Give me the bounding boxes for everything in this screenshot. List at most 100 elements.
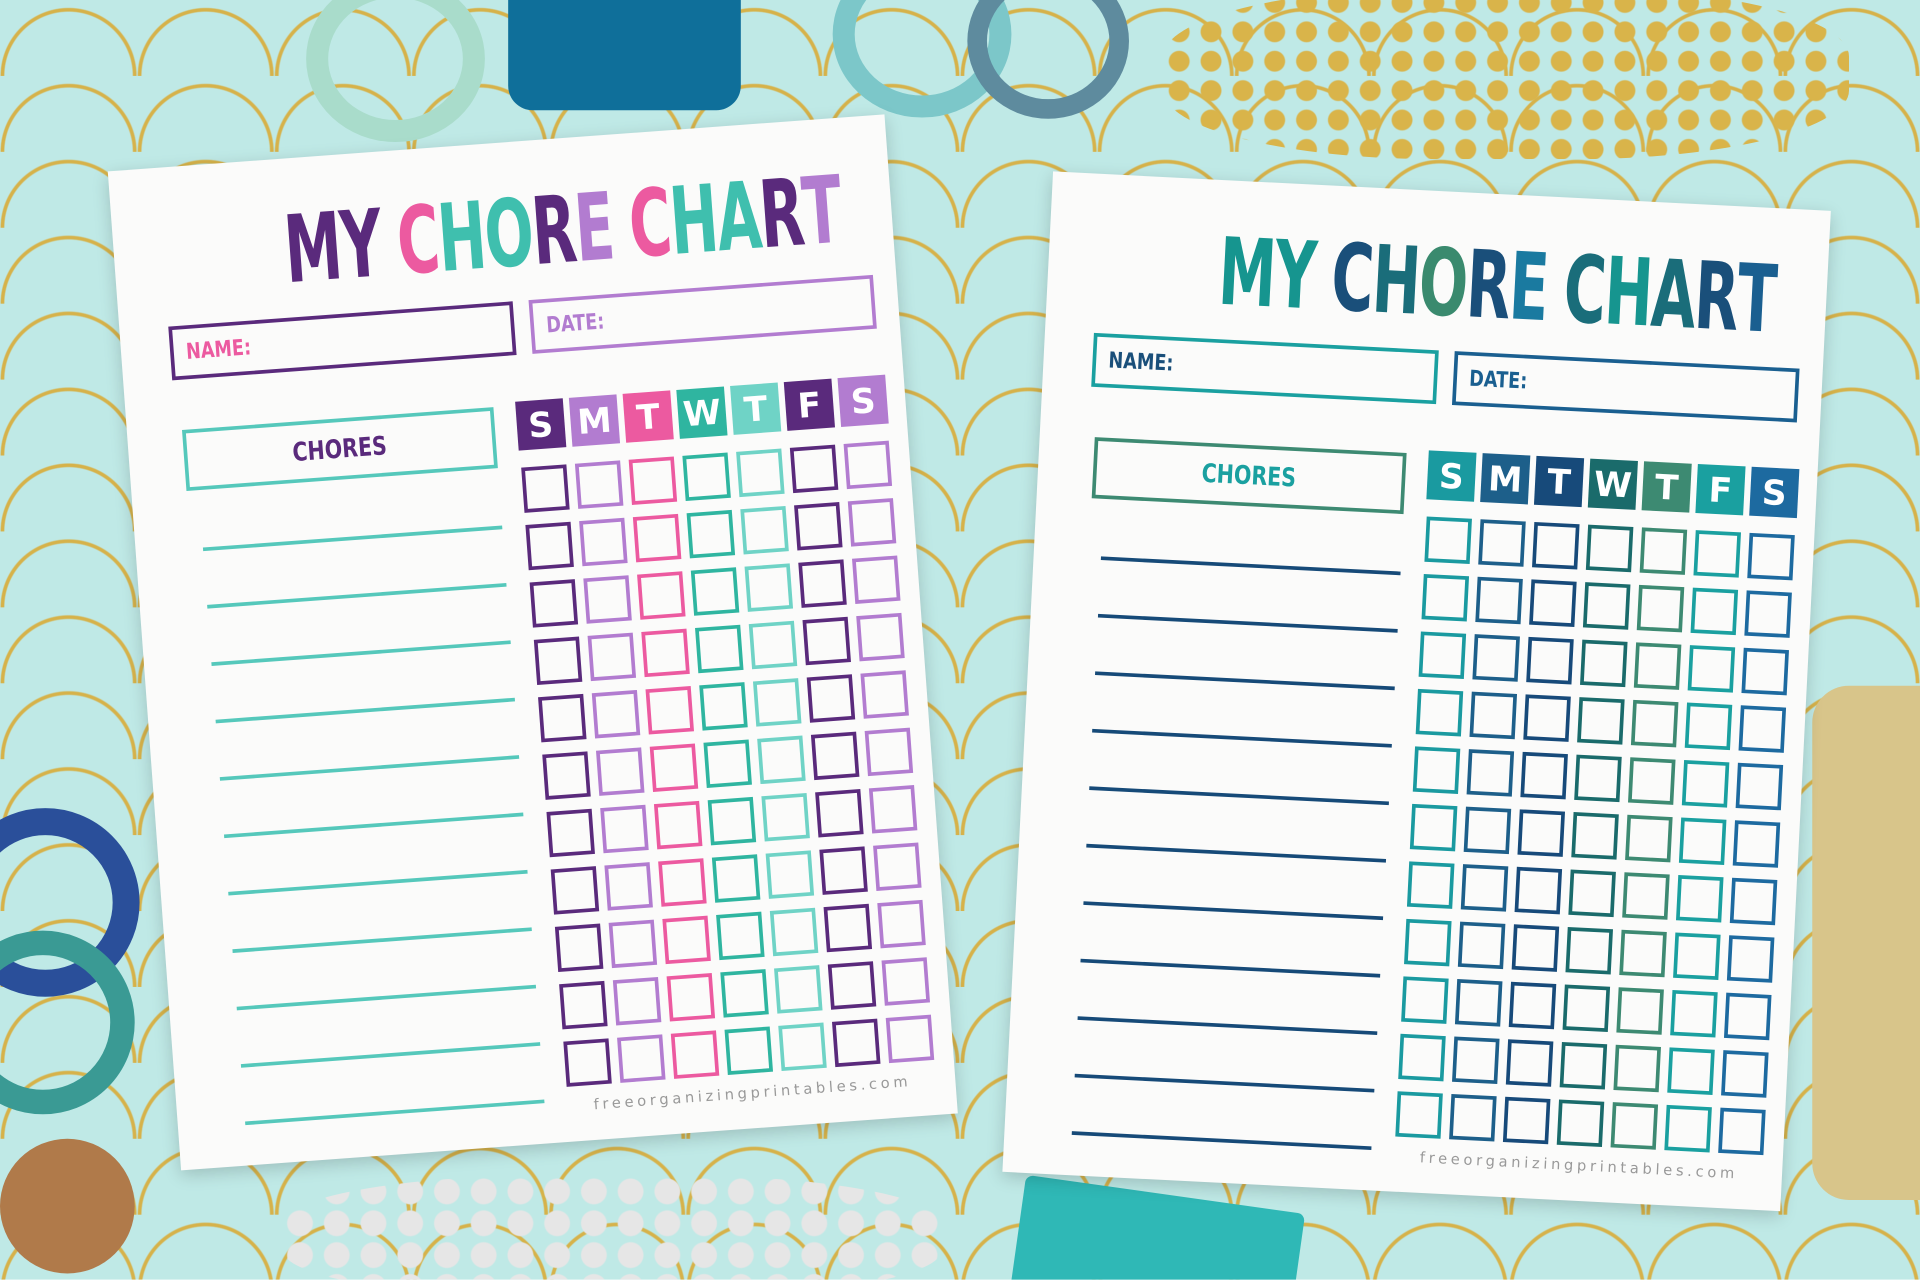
checkbox[interactable] (748, 620, 798, 670)
checkbox[interactable] (868, 785, 918, 834)
chore-line[interactable] (1071, 1131, 1372, 1151)
checkbox[interactable] (757, 735, 806, 785)
checkbox[interactable] (1568, 869, 1616, 918)
checkbox[interactable] (612, 976, 662, 1026)
checkbox[interactable] (1418, 631, 1467, 679)
checkbox[interactable] (1421, 573, 1470, 622)
checkbox[interactable] (1687, 645, 1736, 693)
checkbox[interactable] (1452, 1036, 1500, 1085)
chore-line[interactable] (1097, 613, 1398, 633)
checkbox[interactable] (1639, 527, 1688, 575)
checkbox[interactable] (1517, 809, 1566, 857)
checkbox[interactable] (649, 743, 699, 792)
checkbox[interactable] (529, 579, 579, 628)
checkbox[interactable] (1526, 636, 1574, 685)
checkbox[interactable] (686, 509, 736, 559)
checkbox[interactable] (574, 460, 624, 509)
checkbox[interactable] (1718, 1107, 1766, 1156)
checkbox[interactable] (847, 498, 897, 547)
checkbox[interactable] (579, 517, 628, 567)
checkbox[interactable] (802, 616, 851, 666)
checkbox[interactable] (542, 751, 591, 800)
checkbox[interactable] (1670, 989, 1718, 1038)
checkbox[interactable] (827, 961, 877, 1010)
checkbox[interactable] (628, 456, 678, 505)
checkbox[interactable] (1690, 587, 1739, 636)
checkbox[interactable] (1565, 927, 1613, 975)
checkbox[interactable] (645, 686, 695, 735)
chore-line[interactable] (1080, 958, 1381, 978)
checkbox[interactable] (591, 689, 641, 739)
checkbox[interactable] (550, 866, 600, 915)
chore-line[interactable] (215, 697, 516, 724)
checkbox[interactable] (885, 1014, 935, 1064)
checkbox[interactable] (1633, 642, 1682, 690)
checkbox[interactable] (877, 899, 926, 949)
checkbox[interactable] (1502, 1096, 1551, 1145)
checkbox[interactable] (699, 682, 748, 731)
checkbox[interactable] (1726, 935, 1775, 983)
checkbox[interactable] (1628, 757, 1676, 805)
checkbox[interactable] (1729, 877, 1778, 926)
chore-line[interactable] (1094, 671, 1395, 691)
checkbox[interactable] (658, 858, 707, 907)
checkbox[interactable] (521, 464, 570, 513)
checkbox[interactable] (1398, 1033, 1446, 1082)
checkbox[interactable] (703, 739, 752, 788)
checkbox[interactable] (1520, 751, 1568, 800)
checkbox[interactable] (806, 674, 856, 723)
chore-line[interactable] (202, 525, 503, 552)
checkbox[interactable] (587, 632, 637, 682)
checkbox[interactable] (1415, 688, 1464, 737)
chore-line[interactable] (245, 1099, 545, 1126)
checkbox[interactable] (1556, 1099, 1605, 1147)
checkbox[interactable] (666, 973, 716, 1022)
checkbox[interactable] (774, 965, 823, 1014)
checkbox[interactable] (595, 747, 645, 796)
checkbox[interactable] (600, 804, 649, 854)
checkbox[interactable] (1582, 582, 1631, 630)
checkbox[interactable] (1457, 921, 1506, 970)
checkbox[interactable] (1636, 584, 1685, 633)
checkbox[interactable] (1684, 702, 1733, 751)
checkbox[interactable] (670, 1030, 720, 1079)
checkbox[interactable] (1449, 1093, 1497, 1142)
checkbox[interactable] (533, 636, 583, 686)
checkbox[interactable] (881, 957, 931, 1006)
checkbox[interactable] (1735, 762, 1784, 811)
checkbox[interactable] (1667, 1047, 1715, 1095)
checkbox[interactable] (707, 796, 757, 846)
checkbox[interactable] (789, 444, 839, 494)
chore-line[interactable] (228, 869, 528, 896)
checkbox[interactable] (617, 1034, 666, 1083)
checkbox[interactable] (823, 903, 873, 953)
checkbox[interactable] (740, 505, 789, 555)
name-field[interactable]: NAME: (168, 301, 517, 381)
checkbox[interactable] (1693, 530, 1741, 578)
checkbox[interactable] (744, 563, 794, 612)
checkbox[interactable] (769, 907, 819, 957)
checkbox[interactable] (864, 727, 914, 777)
chore-line[interactable] (219, 755, 520, 781)
chore-line[interactable] (1074, 1073, 1375, 1093)
checkbox[interactable] (1469, 691, 1518, 740)
checkbox[interactable] (554, 923, 604, 973)
checkbox[interactable] (765, 850, 815, 899)
chore-line[interactable] (1077, 1016, 1378, 1036)
checkbox[interactable] (1738, 705, 1787, 753)
checkbox[interactable] (873, 842, 922, 891)
chore-line[interactable] (232, 927, 532, 953)
checkbox[interactable] (608, 919, 658, 969)
chore-line[interactable] (1086, 843, 1387, 863)
checkbox[interactable] (1532, 521, 1580, 570)
checkbox[interactable] (819, 846, 868, 895)
checkbox[interactable] (637, 571, 686, 620)
checkbox[interactable] (1529, 579, 1577, 627)
checkbox[interactable] (1412, 746, 1461, 794)
checkbox[interactable] (1580, 639, 1628, 688)
checkbox[interactable] (1460, 864, 1509, 912)
checkbox[interactable] (1732, 820, 1781, 868)
checkbox[interactable] (798, 559, 847, 608)
checkbox[interactable] (1454, 979, 1503, 1027)
checkbox[interactable] (1678, 817, 1727, 866)
